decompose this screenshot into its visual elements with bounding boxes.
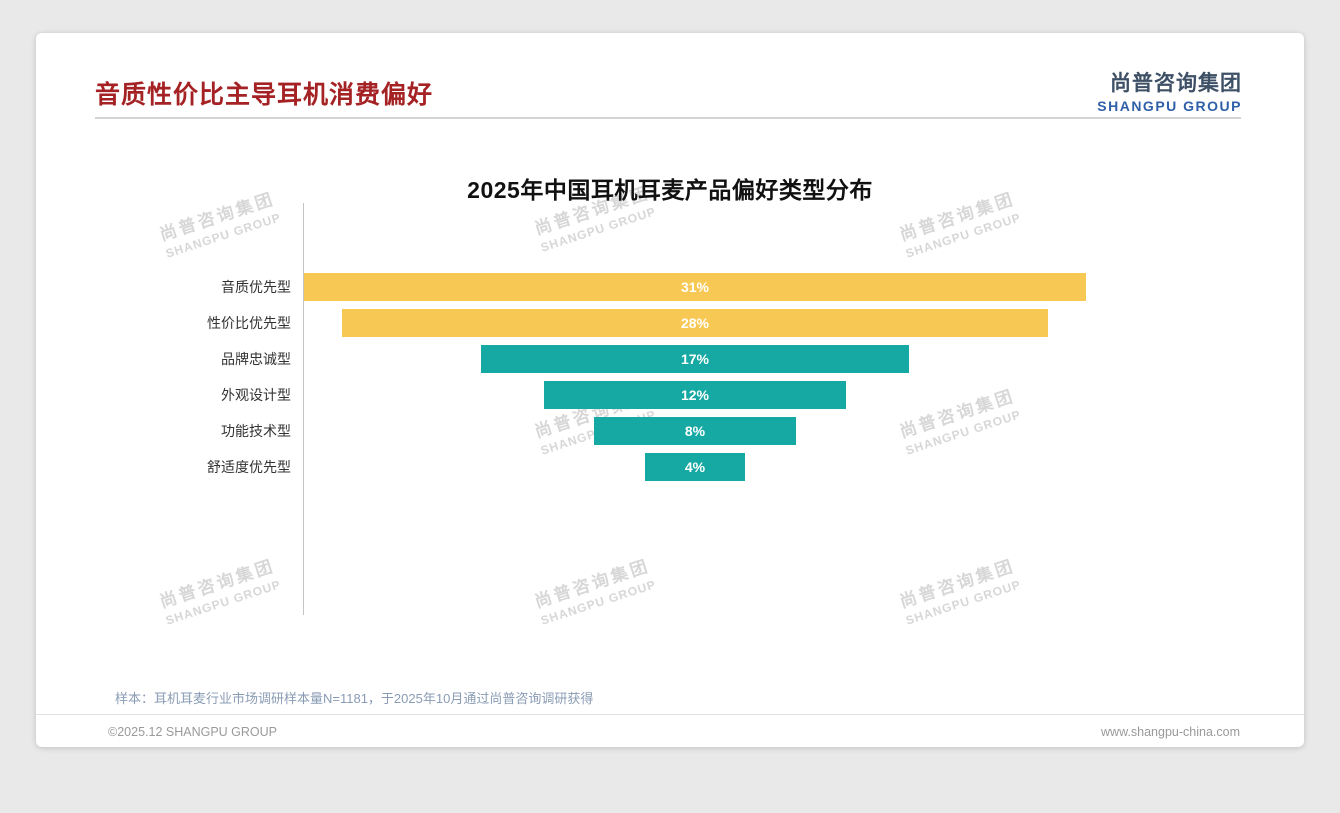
watermark-en: SHANGPU GROUP [539,577,658,628]
category-label: 功能技术型 [221,423,291,439]
chart-axis-line [303,203,304,615]
chart-row: 品牌忠诚型 17% [36,341,1086,377]
chart-row: 舒适度优先型 4% [36,449,1086,485]
category-label: 舒适度优先型 [207,459,291,475]
category-label: 音质优先型 [221,279,291,295]
footer-copyright: ©2025.12 SHANGPU GROUP [108,725,277,739]
brand-logo-cn: 尚普咨询集团 [1110,72,1242,95]
watermark-en: SHANGPU GROUP [904,577,1023,628]
bar-value-label: 17% [680,351,709,367]
watermark-en: SHANGPU GROUP [164,577,283,628]
page-title: 音质性价比主导耳机消费偏好 [95,81,434,109]
bar-track: 28% [304,309,1086,337]
category-label: 外观设计型 [221,387,291,403]
footer-divider [36,714,1304,715]
bar-track: 31% [304,273,1086,301]
bar-value-label: 4% [684,459,706,475]
chart-row: 功能技术型 8% [36,413,1086,449]
bar: 4% [644,453,746,481]
bar-track: 12% [304,381,1086,409]
chart-row: 性价比优先型 28% [36,305,1086,341]
chart-row: 音质优先型 31% [36,269,1086,305]
watermark-cn: 尚普咨询集团 [157,556,278,612]
bar: 28% [341,309,1049,337]
category-label: 性价比优先型 [207,315,291,331]
bar: 8% [594,417,796,445]
sample-footnote: 样本：耳机耳麦行业市场调研样本量N=1181，于2025年10月通过尚普咨询调研… [115,691,594,706]
bar-value-label: 8% [684,423,706,439]
title-underline [95,117,1241,119]
footer-website: www.shangpu-china.com [1101,725,1240,739]
brand-logo-en: SHANGPU GROUP [1097,98,1242,114]
bar-value-label: 12% [680,387,709,403]
category-label: 品牌忠诚型 [221,351,291,367]
bar-track: 17% [304,345,1086,373]
watermark: 尚普咨询集团 SHANGPU GROUP [499,545,692,640]
watermark: 尚普咨询集团 SHANGPU GROUP [124,545,317,640]
bar: 17% [480,345,910,373]
watermark-cn: 尚普咨询集团 [897,556,1018,612]
watermark-en: SHANGPU GROUP [164,210,283,261]
bar-track: 4% [304,453,1086,481]
chart-row: 外观设计型 12% [36,377,1086,413]
chart-title: 2025年中国耳机耳麦产品偏好类型分布 [467,177,873,203]
watermark-cn: 尚普咨询集团 [532,556,653,612]
bar-value-label: 28% [680,315,710,331]
bar-track: 8% [304,417,1086,445]
brand-logo: 尚普咨询集团 SHANGPU GROUP [1097,67,1242,114]
watermark: 尚普咨询集团 SHANGPU GROUP [864,545,1057,640]
bar-chart: 音质优先型 31% 性价比优先型 28% 品牌忠诚型 17% 外观设计型 12% 功能技术型 8%… [36,269,1086,485]
watermark-en: SHANGPU GROUP [904,210,1023,261]
slide-card: 尚普咨询集团 SHANGPU GROUP 尚普咨询集团 SHANGPU GROU… [36,33,1304,747]
bar-value-label: 31% [680,279,710,295]
bar: 31% [304,273,1086,301]
bar: 12% [543,381,847,409]
